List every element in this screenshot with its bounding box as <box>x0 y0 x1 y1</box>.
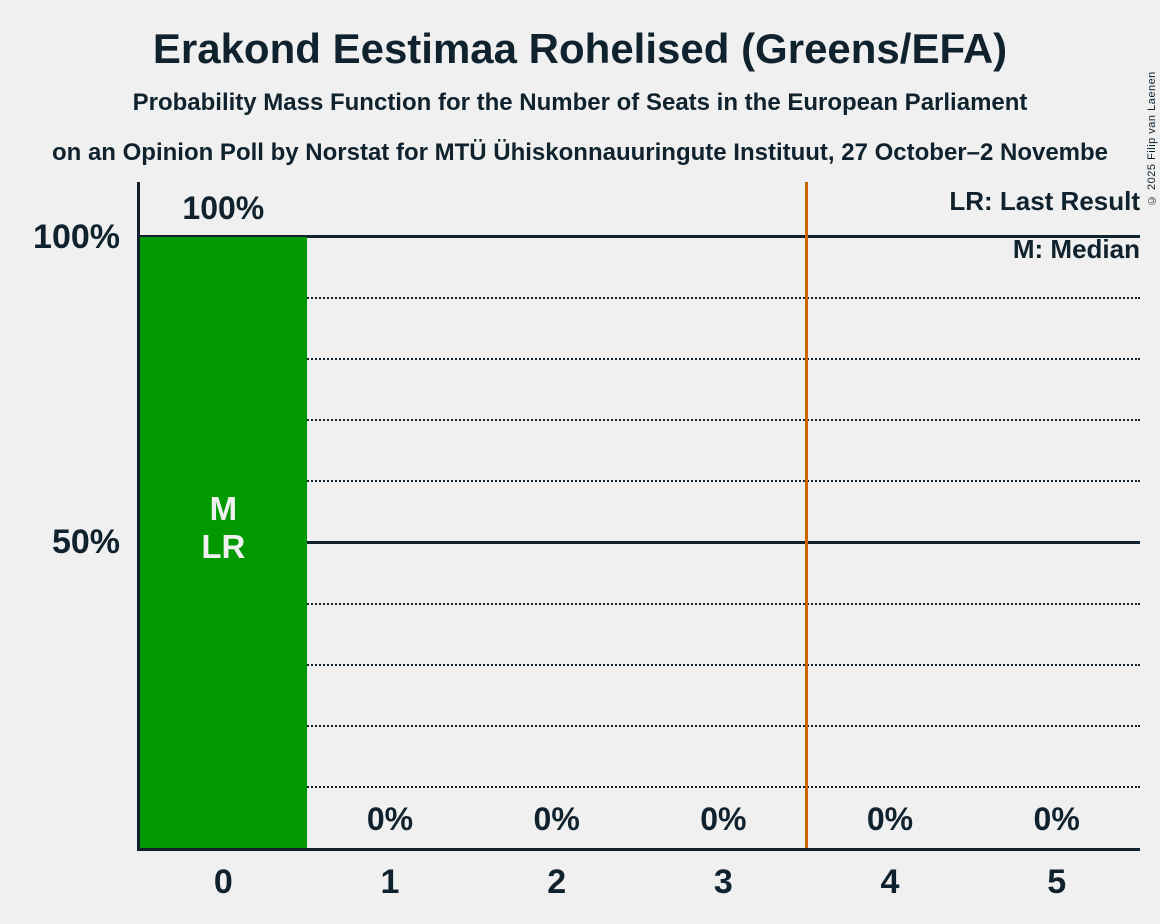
median-last-result-marker: M LR <box>201 489 246 565</box>
gridline-70pct <box>140 419 1140 422</box>
bar-value-label-0: 100% <box>182 190 265 226</box>
bar-value-label-3: 0% <box>700 801 747 837</box>
gridline-50pct <box>140 540 1140 544</box>
y-axis-label-50: 50% <box>51 523 120 561</box>
x-tick-label-3: 3 <box>713 863 733 901</box>
legend-median: M: Median <box>1012 234 1140 264</box>
gridline-20pct <box>140 724 1140 727</box>
threshold-line <box>805 182 809 848</box>
y-axis-label-100: 100% <box>33 218 120 256</box>
bar-value-label-2: 0% <box>533 801 580 837</box>
gridline-80pct <box>140 358 1140 361</box>
x-tick-label-2: 2 <box>547 863 567 901</box>
x-tick-label-0: 0 <box>213 863 233 901</box>
gridline-100pct <box>140 235 1140 238</box>
chart-title: Erakond Eestimaa Rohelised (Greens/EFA) <box>152 25 1008 72</box>
gridline-40pct <box>140 602 1140 605</box>
x-tick-label-5: 5 <box>1047 863 1067 901</box>
bar-value-label-4: 0% <box>866 801 914 837</box>
x-tick-label-1: 1 <box>380 863 400 901</box>
poll-source-line: on an Opinion Poll by Norstat for MTÜ Üh… <box>51 139 1109 166</box>
legend-last-result: LR: Last Result <box>949 186 1140 216</box>
x-tick-label-4: 4 <box>880 863 900 901</box>
bar-value-label-5: 0% <box>1033 801 1080 837</box>
gridline-30pct <box>140 663 1140 666</box>
gridline-10pct <box>140 785 1140 788</box>
chart-subtitle: Probability Mass Function for the Number… <box>132 89 1028 116</box>
bar-value-label-1: 0% <box>366 801 414 837</box>
copyright-notice: © 2025 Filip van Laenen <box>1146 71 1158 206</box>
gridline-60pct <box>140 480 1140 483</box>
bar-seats-0 <box>140 237 307 848</box>
gridline-90pct <box>140 297 1140 300</box>
plot-area: 100% 0 0% 1 0% 2 0% 3 0% 4 0% 5 M LR <box>137 182 1140 900</box>
